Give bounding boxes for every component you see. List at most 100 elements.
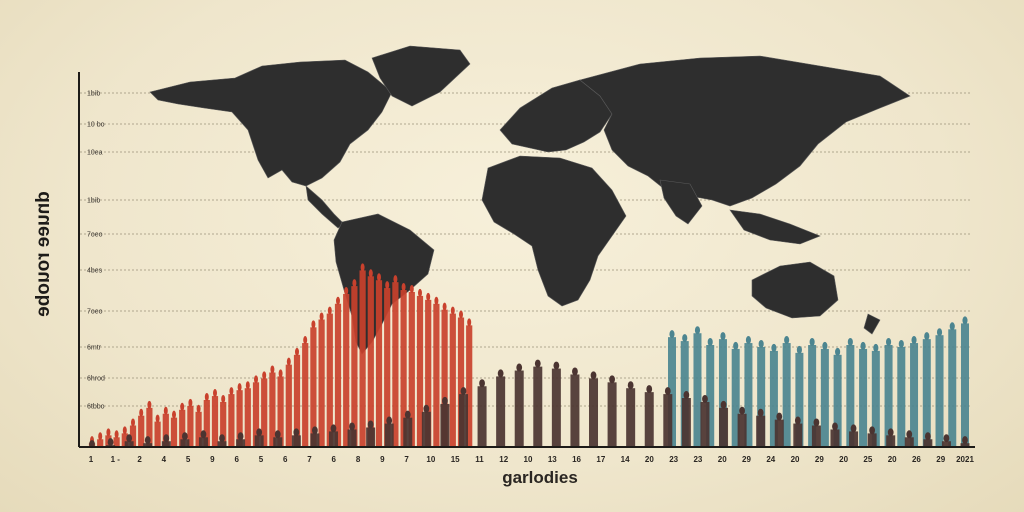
y-tick-label: 6tbbo bbox=[87, 404, 105, 411]
dark-bar bbox=[440, 396, 450, 447]
red-bar-head bbox=[245, 381, 250, 390]
dark-bar-body bbox=[551, 368, 561, 447]
red-bar-head bbox=[303, 336, 308, 345]
red-bar-body bbox=[302, 343, 309, 447]
teal-bar-head bbox=[784, 336, 790, 345]
red-bar-head bbox=[360, 263, 365, 272]
dark-bar bbox=[124, 434, 134, 447]
teal-bar bbox=[782, 336, 791, 447]
x-tick-label: 25 bbox=[863, 455, 872, 464]
dark-bar-head bbox=[924, 432, 931, 441]
dark-bar-head bbox=[163, 434, 170, 443]
teal-bar-head bbox=[847, 338, 853, 347]
red-bar-head bbox=[237, 383, 242, 392]
red-bar-head bbox=[196, 404, 201, 413]
dark-bar bbox=[254, 428, 264, 447]
dark-bar-body bbox=[180, 439, 190, 447]
red-bar bbox=[408, 284, 415, 447]
dark-bar-head bbox=[572, 367, 578, 376]
red-bar-body bbox=[416, 295, 424, 447]
x-tick-label: 6 bbox=[234, 455, 239, 464]
red-bar-body bbox=[318, 319, 325, 447]
x-tick-label: 2021 bbox=[956, 455, 974, 464]
red-bar bbox=[211, 389, 219, 447]
red-bar-head bbox=[221, 394, 226, 403]
red-bar-head bbox=[155, 414, 160, 423]
dark-bar bbox=[477, 379, 487, 447]
red-bar-body bbox=[252, 382, 260, 447]
red-bar bbox=[162, 406, 169, 447]
red-bar-head bbox=[368, 269, 373, 278]
dark-bar-body bbox=[496, 376, 506, 447]
red-bar-body bbox=[129, 425, 137, 447]
red-bar-head bbox=[467, 318, 472, 327]
red-bar-body bbox=[113, 437, 120, 447]
dark-bar-body bbox=[514, 370, 524, 447]
dark-bar-head bbox=[646, 385, 653, 394]
dark-bar-head bbox=[107, 438, 114, 447]
dark-bar-head bbox=[664, 387, 671, 396]
dark-bar-head bbox=[553, 361, 560, 370]
dark-bar-head bbox=[293, 428, 300, 437]
red-bar bbox=[449, 306, 456, 447]
red-bar-head bbox=[295, 347, 299, 356]
dark-bar bbox=[626, 381, 636, 447]
dark-bar-body bbox=[589, 378, 599, 447]
red-bar-head bbox=[286, 357, 291, 366]
dark-bar-body bbox=[236, 439, 246, 447]
teal-bar bbox=[948, 322, 957, 447]
dark-bar bbox=[273, 430, 283, 447]
dark-bar-body bbox=[960, 443, 970, 447]
red-bar bbox=[138, 408, 145, 447]
red-bar-body bbox=[162, 413, 169, 447]
dark-bar bbox=[533, 359, 543, 447]
dark-bar-head bbox=[943, 434, 950, 443]
map-europe bbox=[499, 79, 613, 153]
dark-bar-head bbox=[237, 432, 244, 441]
y-tick-label: 4bes bbox=[87, 268, 103, 275]
red-bar-head bbox=[163, 406, 168, 415]
red-bar-body bbox=[384, 288, 391, 447]
red-bar bbox=[179, 402, 186, 447]
dark-bar-head bbox=[590, 371, 597, 380]
red-bar-body bbox=[179, 409, 186, 447]
map-asia bbox=[579, 55, 911, 207]
red-bar-body bbox=[97, 439, 104, 447]
red-bar-body bbox=[195, 411, 202, 447]
red-bar-head bbox=[213, 389, 217, 398]
x-tick-label: 26 bbox=[912, 455, 921, 464]
teal-bar bbox=[808, 338, 817, 447]
red-bar-body bbox=[121, 433, 128, 447]
red-bar-body bbox=[441, 309, 448, 447]
map-central-america bbox=[305, 185, 345, 229]
red-bar bbox=[351, 279, 358, 447]
dark-bar-body bbox=[384, 423, 394, 447]
x-tick-label: 20 bbox=[888, 455, 897, 464]
teal-bar-body bbox=[808, 345, 817, 447]
dark-bar bbox=[681, 391, 691, 447]
dark-bar bbox=[644, 385, 654, 447]
x-tick-label: 16 bbox=[572, 455, 581, 464]
red-bar-body bbox=[138, 415, 145, 447]
red-bar-head bbox=[270, 365, 275, 374]
dark-bar-body bbox=[124, 441, 134, 447]
teal-bar bbox=[910, 336, 919, 447]
teal-bar bbox=[795, 345, 804, 447]
teal-bar bbox=[757, 339, 766, 447]
y-axis-label: dnuee rouobe bbox=[33, 191, 54, 317]
teal-bar-head bbox=[694, 326, 701, 335]
map-new-zealand bbox=[863, 313, 881, 335]
map-greenland bbox=[371, 45, 471, 107]
red-bar bbox=[326, 306, 333, 447]
dark-bar bbox=[291, 428, 301, 447]
dark-bar bbox=[514, 363, 524, 447]
red-bar-body bbox=[400, 290, 407, 447]
red-bar-head bbox=[278, 369, 283, 378]
red-bar-body bbox=[408, 291, 415, 447]
red-bar-body bbox=[269, 372, 276, 447]
red-bar-head bbox=[377, 273, 381, 282]
teal-bar-head bbox=[809, 338, 815, 347]
teal-bar-head bbox=[911, 336, 917, 345]
red-bar bbox=[195, 404, 202, 447]
